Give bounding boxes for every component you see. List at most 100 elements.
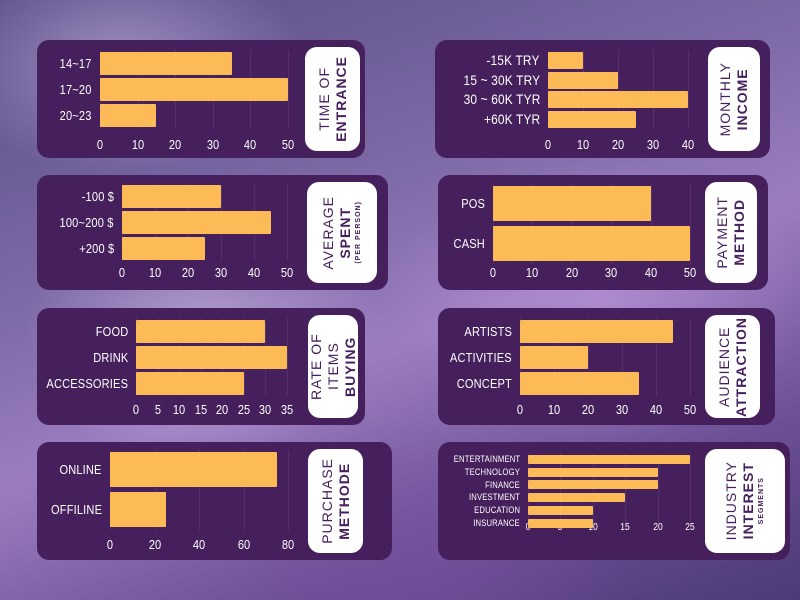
- category-label: ENTERTAINMENT: [453, 454, 520, 465]
- gridline: [560, 453, 562, 530]
- x-tick-label: 10: [588, 522, 598, 533]
- chart-title-line: AVERAGE: [320, 195, 336, 270]
- x-tick-label: 0: [544, 137, 552, 152]
- chart-title-line: PAYMENT: [714, 196, 730, 269]
- category-label: EDUCATION: [473, 504, 520, 515]
- chart-title-line: ENTRANCE: [332, 56, 349, 142]
- gridline: [656, 318, 657, 396]
- x-tick-label: 20: [652, 522, 663, 533]
- x-tick-label: 15: [620, 522, 630, 533]
- x-tick-label: 20: [216, 402, 229, 417]
- gridline: [288, 450, 289, 530]
- category-label: FINANCE: [485, 479, 520, 490]
- x-tick-label: 30: [605, 265, 618, 280]
- x-tick-label: 5: [558, 522, 563, 533]
- chart-title-box: AUDIENCE ATTRACTION: [705, 315, 760, 418]
- category-label: 17~20: [60, 81, 92, 97]
- x-tick-label: 20: [565, 265, 578, 280]
- chart-title-line: MONTHLY: [717, 61, 733, 137]
- gridline: [288, 50, 289, 128]
- gridline: [571, 184, 573, 264]
- x-tick-label: 10: [172, 402, 186, 417]
- x-tick-label: 30: [646, 137, 660, 152]
- bar: [528, 455, 690, 464]
- bar: [520, 372, 639, 395]
- gridline: [657, 453, 659, 530]
- x-tick-label: 20: [148, 537, 161, 552]
- chart-title-line: INTEREST: [740, 462, 756, 540]
- chart-title: INDUSTRY INTEREST SEGMENTS: [723, 461, 767, 540]
- category-label: ACTIVITIES: [450, 349, 512, 365]
- chart-title: AVERAGE SPENT (PER PERSON): [320, 196, 364, 270]
- gridline: [618, 50, 619, 128]
- bar: [110, 452, 277, 487]
- bar: [100, 104, 157, 127]
- bar: [493, 186, 651, 221]
- chart-title-box: RATE OF ITEMS BUYING: [308, 315, 358, 418]
- x-tick-label: 40: [681, 137, 695, 152]
- gridline: [690, 184, 691, 264]
- category-label: +60K TYR: [483, 110, 540, 127]
- x-tick-label: 20: [581, 402, 595, 417]
- chart-panel: 0 10 20 30 40 50 14~17 17~20 20~23 TIME OF ENTRANC…: [37, 40, 365, 158]
- x-tick-label: 0: [106, 537, 114, 552]
- gridline: [583, 50, 584, 128]
- category-label: -15K TRY: [486, 52, 540, 69]
- chart-title: RATE OF ITEMS BUYING: [308, 315, 359, 418]
- x-tick-label: 0: [489, 265, 497, 280]
- bar: [548, 110, 636, 128]
- bar: [110, 492, 166, 527]
- category-label: TECHNOLOGY: [464, 466, 520, 477]
- x-tick-label: 0: [132, 402, 140, 417]
- chart-title-line: SPENT: [337, 206, 353, 259]
- gridline: [532, 184, 534, 264]
- category-label: CONCEPT: [456, 375, 512, 391]
- gridline: [592, 453, 594, 530]
- category-label: INVESTMENT: [468, 492, 520, 503]
- bar: [528, 480, 658, 490]
- bar: [122, 185, 221, 208]
- x-tick-label: 5: [154, 402, 161, 417]
- chart-panel: 0 10 20 30 40 -15K TRY 15 ~ 30K TRY 30 ~ 60K TY…: [435, 40, 770, 158]
- gridline: [625, 453, 627, 530]
- x-tick-label: 30: [206, 137, 219, 152]
- gridline: [548, 50, 549, 128]
- gridline: [493, 184, 494, 264]
- gridline: [287, 318, 288, 396]
- category-label: +200 $: [78, 240, 114, 256]
- category-label: CASH: [453, 235, 485, 251]
- gridline: [688, 50, 689, 128]
- chart-title-line: BUYING: [341, 336, 358, 397]
- chart-panel: 0 20 40 60 80 ONLINE OFFILINE PURCHASE METHODE: [37, 442, 392, 560]
- category-label: ARTISTS: [464, 323, 512, 339]
- x-tick-label: 60: [237, 537, 250, 552]
- category-label: ACCESSORIES: [46, 375, 128, 391]
- bar: [528, 467, 658, 477]
- category-label: -100 $: [81, 188, 114, 204]
- x-tick-label: 20: [169, 137, 182, 152]
- x-tick-label: 25: [685, 522, 695, 533]
- x-tick-label: 40: [247, 265, 261, 280]
- category-label: INSURANCE: [473, 517, 520, 528]
- gridline: [588, 318, 589, 396]
- x-tick-label: 10: [526, 265, 539, 280]
- x-tick-label: 35: [280, 402, 294, 417]
- x-tick-label: 40: [192, 537, 206, 552]
- chart-title: PURCHASE METHODE: [319, 458, 353, 544]
- chart-title-box: MONTHLY INCOME: [708, 47, 760, 151]
- chart-title: AUDIENCE ATTRACTION: [716, 317, 750, 417]
- chart-panel: 0 5 10 15 20 25 30 35 FOOD DRINK ACCESSORIES RATE O…: [37, 308, 365, 425]
- gridline: [622, 318, 623, 396]
- chart-title-line: PURCHASE: [318, 458, 335, 544]
- x-tick-label: 25: [237, 402, 250, 417]
- gridline: [154, 450, 156, 530]
- x-tick-label: 20: [611, 137, 625, 152]
- gridline: [690, 453, 691, 530]
- chart-title-line: AUDIENCE: [715, 326, 732, 407]
- x-tick-label: 40: [649, 402, 663, 417]
- bar: [520, 346, 588, 369]
- bar: [548, 52, 583, 69]
- category-label: OFFILINE: [50, 501, 102, 517]
- x-tick-label: 50: [280, 265, 294, 280]
- bar: [100, 78, 288, 101]
